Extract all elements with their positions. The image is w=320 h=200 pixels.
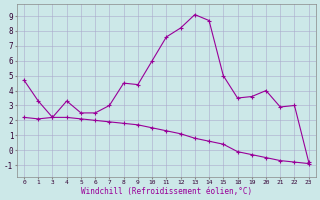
X-axis label: Windchill (Refroidissement éolien,°C): Windchill (Refroidissement éolien,°C) <box>81 187 252 196</box>
